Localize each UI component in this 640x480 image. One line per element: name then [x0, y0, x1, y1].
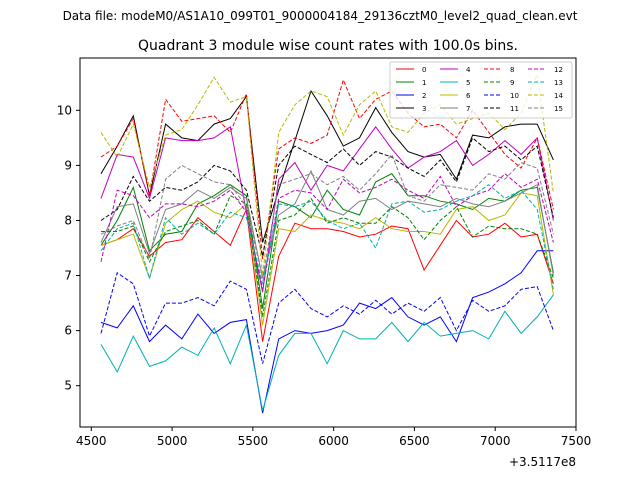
y-tick-label: 9 — [64, 158, 72, 172]
legend-label-13: 13 — [554, 79, 563, 87]
y-tick-label: 8 — [64, 213, 72, 227]
legend-label-14: 14 — [554, 92, 563, 100]
x-tick-label: 5500 — [238, 434, 269, 448]
x-tick-label: 7500 — [561, 434, 592, 448]
series-line-13 — [100, 184, 554, 290]
figure-suptitle: Data file: modeM0/AS1A10_099T01_90000041… — [63, 9, 578, 23]
legend-label-4: 4 — [466, 66, 471, 74]
plot-frame — [79, 57, 577, 428]
y-tick-label: 7 — [64, 269, 72, 283]
series-line-3 — [100, 89, 554, 243]
x-tick-label: 7000 — [480, 434, 511, 448]
series-line-15 — [100, 153, 554, 279]
series-line-6 — [100, 192, 554, 326]
y-tick-label: 10 — [57, 103, 72, 117]
legend-label-9: 9 — [510, 79, 514, 87]
plot-lines — [100, 72, 554, 414]
series-line-1 — [100, 173, 554, 309]
series-line-11 — [100, 137, 554, 257]
legend-label-8: 8 — [510, 66, 514, 74]
series-line-9 — [101, 195, 554, 317]
legend-label-3: 3 — [422, 105, 426, 113]
legend-label-5: 5 — [466, 79, 470, 87]
chart-title: Quadrant 3 module wise count rates with … — [138, 38, 518, 54]
legend-label-0: 0 — [422, 66, 426, 74]
x-tick-label: 4500 — [76, 434, 107, 448]
x-axis: 4500 5000 5500 6000 6500 7000 7500 — [76, 427, 591, 448]
legend-label-12: 12 — [554, 66, 563, 74]
series-line-5 — [100, 294, 554, 411]
y-tick-label: 5 — [64, 379, 72, 393]
legend-label-7: 7 — [466, 105, 470, 113]
series-line-4 — [100, 125, 554, 293]
x-tick-label: 6500 — [399, 434, 430, 448]
x-offset-label: +3.5117e8 — [509, 455, 576, 469]
legend-label-1: 1 — [422, 79, 426, 87]
legend-label-6: 6 — [466, 92, 471, 100]
series-line-2 — [100, 250, 554, 414]
series-line-12 — [100, 173, 554, 290]
legend-box — [389, 61, 573, 119]
legend-label-11: 11 — [510, 105, 519, 113]
y-axis: 5 6 7 8 9 10 — [57, 103, 80, 393]
series-line-0 — [100, 207, 554, 342]
series-line-10 — [100, 271, 554, 364]
x-tick-label: 6000 — [318, 434, 349, 448]
legend-label-10: 10 — [510, 92, 519, 100]
y-tick-label: 6 — [64, 324, 72, 338]
legend-label-2: 2 — [422, 92, 426, 100]
x-tick-label: 5000 — [157, 434, 188, 448]
legend-label-15: 15 — [554, 105, 563, 113]
